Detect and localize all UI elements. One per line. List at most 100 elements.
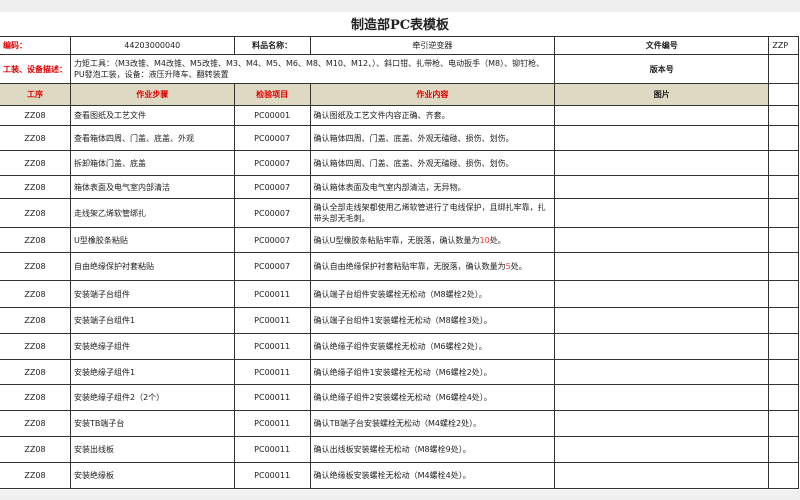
item-cell[interactable]: PC00011	[233, 280, 311, 308]
content-cell[interactable]: 确认箱体四周、门盖、底盖、外观无磕碰、损伤、划伤。	[309, 125, 556, 151]
step-cell[interactable]: U型橡胶条粘贴	[70, 227, 235, 253]
material-value[interactable]: 牵引逆变器	[309, 36, 556, 55]
item-cell[interactable]: PC00011	[233, 333, 311, 360]
content-cell[interactable]: 确认图纸及工艺文件内容正确、齐套。	[309, 105, 556, 126]
extra-cell[interactable]	[768, 280, 799, 308]
op-cell[interactable]: ZZ08	[0, 436, 71, 463]
step-cell[interactable]: 箱体表面及电气室内部清洁	[70, 175, 235, 199]
image-cell[interactable]	[554, 462, 770, 489]
image-cell[interactable]	[554, 198, 770, 228]
item-cell[interactable]: PC00007	[233, 150, 311, 176]
image-cell[interactable]	[554, 105, 770, 126]
image-cell[interactable]	[554, 150, 770, 176]
item-cell[interactable]: PC00011	[233, 410, 311, 437]
content-cell[interactable]: 确认绝缘板安装螺栓无松动（M4螺栓4处）。	[309, 462, 556, 489]
content-cell[interactable]: 确认箱体表面及电气室内部清洁，无异物。	[309, 175, 556, 199]
image-cell[interactable]	[554, 436, 770, 463]
version-value[interactable]	[768, 54, 799, 84]
step-cell[interactable]: 安装出线板	[70, 436, 235, 463]
item-cell[interactable]: PC00007	[233, 227, 311, 253]
item-cell[interactable]: PC00011	[233, 359, 311, 385]
image-cell[interactable]	[554, 410, 770, 437]
tools-value[interactable]: 力矩工具：（M3改锥、M4改锥、M5改锥、M3、M4、M5、M6、M8、M10、…	[69, 54, 556, 84]
header-item: 检验项目	[233, 83, 311, 106]
content-cell[interactable]: 确认绝缘子组件安装螺栓无松动（M6螺栓2处）。	[309, 333, 556, 360]
step-cell[interactable]: 安装绝缘子组件1	[70, 359, 235, 385]
item-cell[interactable]: PC00007	[233, 175, 311, 199]
extra-cell[interactable]	[768, 307, 799, 334]
image-cell[interactable]	[554, 333, 770, 360]
content-cell[interactable]: 确认全部走线架都使用乙烯软管进行了电线保护，且绑扎牢靠，扎带头部无毛刺。	[309, 198, 556, 228]
content-cell[interactable]: 确认U型橡胶条粘贴牢靠，无脱落，确认数量为10处。	[309, 227, 556, 253]
step-cell[interactable]: 安装端子台组件1	[70, 307, 235, 334]
step-cell[interactable]: 走线架乙烯软管绑扎	[70, 198, 235, 228]
content-text: 确认绝缘子组件1安装螺栓无松动（M6螺栓2处）。	[313, 367, 492, 377]
content-cell[interactable]: 确认出线板安装螺栓无松动（M8螺栓9处）。	[309, 436, 556, 463]
step-cell[interactable]: 安装绝缘子组件	[70, 333, 235, 360]
image-cell[interactable]	[554, 359, 770, 385]
table-row: ZZ08 安装出线板 PC00011 确认出线板安装螺栓无松动（M8螺栓9处）。	[0, 436, 799, 463]
step-cell[interactable]: 安装绝缘子组件2（2个）	[70, 384, 235, 411]
image-cell[interactable]	[554, 252, 770, 281]
content-cell[interactable]: 确认箱体四周、门盖、底盖、外观无磕碰、损伤、划伤。	[309, 150, 556, 176]
content-cell[interactable]: 确认端子台组件安装螺栓无松动（M8螺栓2处）。	[309, 280, 556, 308]
op-cell[interactable]: ZZ08	[0, 175, 71, 199]
step-cell[interactable]: 查看箱体四周、门盖、底盖、外观	[70, 125, 235, 151]
item-cell[interactable]: PC00001	[233, 105, 311, 126]
op-cell[interactable]: ZZ08	[0, 252, 71, 281]
extra-cell[interactable]	[768, 227, 799, 253]
content-cell[interactable]: 确认自由绝缘保护衬套粘贴牢靠，无脱落，确认数量为5处。	[309, 252, 556, 281]
op-cell[interactable]: ZZ08	[0, 384, 71, 411]
op-cell[interactable]: ZZ08	[0, 105, 71, 126]
content-cell[interactable]: 确认端子台组件1安装螺栓无松动（M8螺栓3处）。	[309, 307, 556, 334]
image-cell[interactable]	[554, 307, 770, 334]
op-cell[interactable]: ZZ08	[0, 333, 71, 360]
step-cell[interactable]: 安装TB端子台	[70, 410, 235, 437]
image-cell[interactable]	[554, 175, 770, 199]
image-cell[interactable]	[554, 280, 770, 308]
extra-cell[interactable]	[768, 175, 799, 199]
content-cell[interactable]: 确认绝缘子组件2安装螺栓无松动（M6螺栓4处）。	[309, 384, 556, 411]
item-cell[interactable]: PC00007	[233, 252, 311, 281]
extra-cell[interactable]	[768, 333, 799, 360]
extra-cell[interactable]	[768, 462, 799, 489]
extra-cell[interactable]	[768, 105, 799, 126]
item-cell[interactable]: PC00007	[233, 198, 311, 228]
table-row: ZZ08 安装端子台组件1 PC00011 确认端子台组件1安装螺栓无松动（M8…	[0, 307, 799, 334]
item-cell[interactable]: PC00011	[233, 436, 311, 463]
extra-cell[interactable]	[768, 436, 799, 463]
content-cell[interactable]: 确认绝缘子组件1安装螺栓无松动（M6螺栓2处）。	[309, 359, 556, 385]
image-cell[interactable]	[554, 125, 770, 151]
content-cell[interactable]: 确认TB端子台安装螺栓无松动（M4螺栓2处）。	[309, 410, 556, 437]
file-no-value[interactable]: ZZP	[768, 36, 799, 55]
image-cell[interactable]	[554, 384, 770, 411]
item-cell[interactable]: PC00011	[233, 307, 311, 334]
op-cell[interactable]: ZZ08	[0, 359, 71, 385]
table-row: ZZ08 安装绝缘板 PC00011 确认绝缘板安装螺栓无松动（M4螺栓4处）。	[0, 462, 799, 489]
extra-cell[interactable]	[768, 410, 799, 437]
image-cell[interactable]	[554, 227, 770, 253]
op-cell[interactable]: ZZ08	[0, 462, 71, 489]
extra-cell[interactable]	[768, 198, 799, 228]
step-cell[interactable]: 拆卸箱体门盖、底盖	[70, 150, 235, 176]
item-cell[interactable]: PC00011	[233, 384, 311, 411]
op-cell[interactable]: ZZ08	[0, 280, 71, 308]
op-cell[interactable]: ZZ08	[0, 198, 71, 228]
step-cell[interactable]: 安装绝缘板	[70, 462, 235, 489]
item-cell[interactable]: PC00007	[233, 125, 311, 151]
step-cell[interactable]: 查看图纸及工艺文件	[70, 105, 235, 126]
step-cell[interactable]: 自由绝缘保护衬套粘贴	[70, 252, 235, 281]
op-cell[interactable]: ZZ08	[0, 150, 71, 176]
op-cell[interactable]: ZZ08	[0, 410, 71, 437]
extra-cell[interactable]	[768, 125, 799, 151]
extra-cell[interactable]	[768, 384, 799, 411]
item-cell[interactable]: PC00011	[233, 462, 311, 489]
op-cell[interactable]: ZZ08	[0, 125, 71, 151]
code-value[interactable]: 44203000040	[70, 36, 235, 55]
extra-cell[interactable]	[768, 359, 799, 385]
step-cell[interactable]: 安装端子台组件	[70, 280, 235, 308]
op-cell[interactable]: ZZ08	[0, 227, 71, 253]
op-cell[interactable]: ZZ08	[0, 307, 71, 334]
extra-cell[interactable]	[768, 150, 799, 176]
extra-cell[interactable]	[768, 252, 799, 281]
